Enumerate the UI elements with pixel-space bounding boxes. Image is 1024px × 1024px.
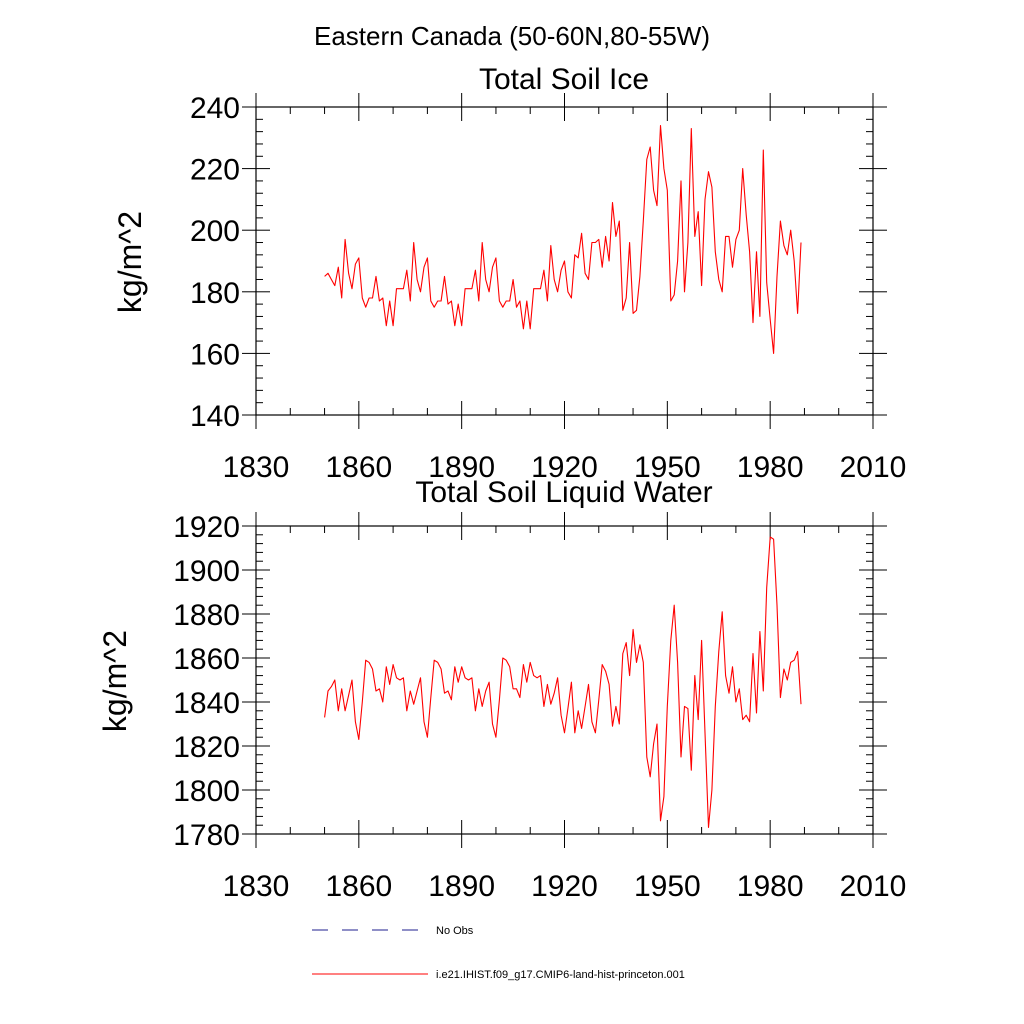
- soil-liquid-water-y-tick-label: 1900: [173, 555, 240, 588]
- soil-liquid-water-panel: Total Soil Liquid Water kg/m^2 1830 1860 1…: [97, 476, 906, 903]
- soil-ice-x-tick-label: 1860: [325, 451, 392, 484]
- soil-liquid-water-y-tick-label: 1820: [173, 731, 240, 764]
- soil-liquid-water-x-tick-label: 1890: [428, 870, 495, 903]
- soil-ice-x-tick-label: 1830: [223, 451, 290, 484]
- soil-liquid-water-axis-ticks: 1830 1860 1890 1920 1950 1980 2010 1780 1800 1820…: [173, 511, 906, 903]
- soil-ice-axis-ticks: 1830 1860 1890 1920 1950 1980 2010 140 160 180 200…: [190, 92, 906, 484]
- soil-ice-x-tick-label: 1890: [428, 451, 495, 484]
- soil-liquid-water-y-tick-label: 1840: [173, 687, 240, 720]
- soil-liquid-water-chart-title: Total Soil Liquid Water: [415, 476, 712, 509]
- soil-ice-y-tick-label: 180: [190, 277, 240, 310]
- legend-label-model-run: i.e21.IHIST.f09_g17.CMIP6-land-hist-prin…: [436, 969, 685, 981]
- soil-liquid-water-y-tick-label: 1920: [173, 511, 240, 544]
- soil-ice-x-tick-label: 1920: [531, 451, 598, 484]
- soil-liquid-water-y-tick-label: 1880: [173, 599, 240, 632]
- soil-ice-y-tick-label: 160: [190, 338, 240, 371]
- soil-ice-y-tick-label: 240: [190, 92, 240, 125]
- soil-ice-y-tick-label: 140: [190, 400, 240, 433]
- soil-liquid-water-series-group: [324, 536, 802, 828]
- soil-liquid-water-x-tick-label: 2010: [840, 870, 907, 903]
- soil-ice-series-group: [324, 124, 802, 354]
- soil-liquid-water-y-tick-label: 1800: [173, 775, 240, 808]
- soil-ice-chart-title: Total Soil Ice: [479, 63, 649, 96]
- page-title: Eastern Canada (50-60N,80-55W): [314, 21, 710, 51]
- legend: No Obs i.e21.IHIST.f09_g17.CMIP6-land-hi…: [312, 925, 685, 981]
- soil-ice-panel: Total Soil Ice kg/m^2 1830 1860 1890 1920 19…: [112, 63, 906, 484]
- soil-liquid-water-plot-frame: [255, 525, 874, 835]
- soil-liquid-water-x-tick-label: 1920: [531, 870, 598, 903]
- soil-ice-series-line-0: [324, 124, 802, 354]
- soil-liquid-water-y-tick-label: 1780: [173, 819, 240, 852]
- soil-ice-x-tick-label: 1950: [634, 451, 701, 484]
- soil-liquid-water-x-tick-label: 1830: [223, 870, 290, 903]
- soil-liquid-water-x-tick-label: 1950: [634, 870, 701, 903]
- soil-ice-y-tick-label: 220: [190, 154, 240, 187]
- soil-liquid-water-y-tick-label: 1860: [173, 643, 240, 676]
- soil-liquid-water-x-tick-label: 1860: [325, 870, 392, 903]
- soil-ice-y-axis-label: kg/m^2: [112, 211, 148, 313]
- soil-liquid-water-series-line-0: [324, 536, 802, 828]
- soil-ice-x-tick-label: 2010: [840, 451, 907, 484]
- soil-ice-y-tick-label: 200: [190, 215, 240, 248]
- soil-liquid-water-x-tick-label: 1980: [737, 870, 804, 903]
- soil-ice-x-tick-label: 1980: [737, 451, 804, 484]
- legend-label-no-obs: No Obs: [436, 925, 474, 937]
- soil-liquid-water-y-axis-label: kg/m^2: [97, 630, 133, 732]
